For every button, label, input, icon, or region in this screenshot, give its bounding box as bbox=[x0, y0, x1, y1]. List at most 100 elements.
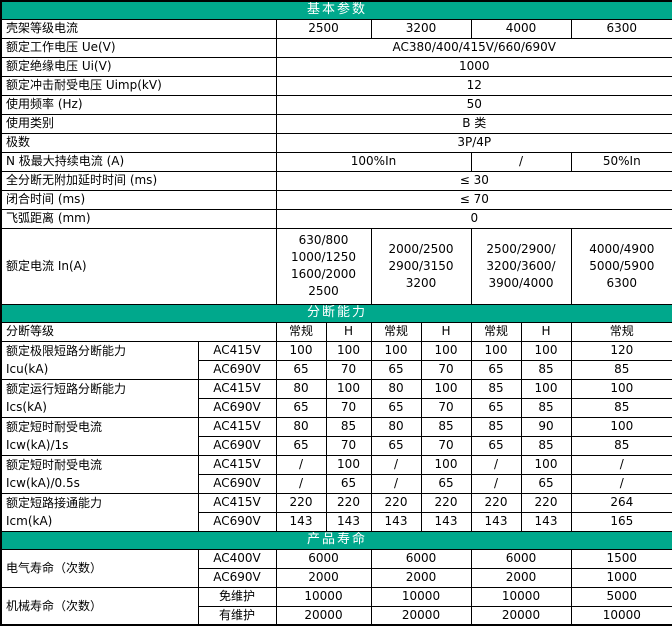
value-cell: 50%In bbox=[570, 151, 672, 172]
value-cell: 85 bbox=[520, 435, 572, 456]
cell-line: 1600/2000 bbox=[290, 267, 357, 281]
value-cell: 100 bbox=[420, 340, 472, 361]
value-cell: 100 bbox=[275, 340, 327, 361]
value-cell: 70 bbox=[325, 435, 372, 456]
param-label: 额定短路接通能力 Icm(kA) bbox=[0, 492, 199, 532]
table-row: 额定短时耐受电流 Icw(kA)/1s AC415V 80 85 80 85 85 90 100 bbox=[0, 416, 672, 456]
value-cell: 70 bbox=[420, 359, 472, 380]
value-cell: AC690V bbox=[197, 435, 277, 456]
param-label: 全分断无附加延时时间 (ms) bbox=[0, 170, 277, 191]
value-cell: 4000 bbox=[470, 18, 572, 39]
table-row: 有维护 20000 20000 20000 10000 bbox=[1, 605, 672, 626]
param-label: 额定短时耐受电流 Icw(kA)/0.5s bbox=[0, 454, 199, 494]
value-cell: 65 bbox=[325, 473, 372, 494]
value-cell: 90 bbox=[520, 416, 572, 437]
table-row: 额定冲击耐受电压 Uimp(kV) 12 bbox=[0, 75, 672, 96]
value-cell: 143 bbox=[275, 511, 327, 532]
value-cell: / bbox=[370, 473, 422, 494]
value-cell: 85 bbox=[570, 359, 672, 380]
table-row: 基本参数 bbox=[0, 0, 672, 20]
param-label: 使用类别 bbox=[0, 113, 277, 134]
value-cell: 65 bbox=[470, 359, 522, 380]
cell-line: Icw(kA)/1s bbox=[6, 438, 69, 452]
value-cell: 220 bbox=[420, 492, 472, 513]
value-cell: 220 bbox=[325, 492, 372, 513]
section-header: 基本参数 bbox=[0, 0, 672, 20]
value-cell: 2500 bbox=[275, 18, 372, 39]
value-cell: / bbox=[470, 473, 522, 494]
table-row: 额定工作电压 Ue(V) AC380/400/415V/660/690V bbox=[0, 37, 672, 58]
value-cell: 65 bbox=[470, 435, 522, 456]
value-cell: 1000 bbox=[570, 567, 672, 588]
value-cell: 100 bbox=[325, 378, 372, 399]
value-cell: 10000 bbox=[570, 605, 672, 626]
param-label: 壳架等级电流 bbox=[0, 18, 277, 39]
value-cell: 143 bbox=[520, 511, 572, 532]
value-cell: 85 bbox=[325, 416, 372, 437]
value-cell: 12 bbox=[275, 75, 672, 96]
cell-line: 6300 bbox=[606, 275, 638, 290]
value-cell: 80 bbox=[370, 378, 422, 399]
value-cell: 100 bbox=[520, 340, 572, 361]
cell-line: 5000/5900 bbox=[589, 258, 655, 273]
value-cell: 10000 bbox=[275, 586, 372, 607]
table-row: 分断等级 常规 H 常规 H 常规 H 常规 bbox=[0, 321, 672, 342]
param-label: 分断等级 bbox=[0, 321, 277, 342]
value-cell: / bbox=[470, 151, 572, 172]
value-cell: 100%In bbox=[275, 151, 472, 172]
value-cell: / bbox=[370, 454, 422, 475]
table-row: 产品寿命 bbox=[0, 530, 672, 550]
value-cell: 2000 bbox=[470, 567, 572, 588]
table-row: 分断能力 bbox=[0, 303, 672, 323]
value-cell: AC690V bbox=[197, 473, 277, 494]
table-row: AC690V 65 70 65 70 65 85 85 bbox=[1, 359, 672, 380]
cell-line: 额定短时耐受电流 bbox=[6, 458, 103, 472]
value-cell: 20000 bbox=[275, 605, 372, 626]
value-cell: H bbox=[420, 321, 472, 342]
cell-line: 630/800 bbox=[298, 233, 349, 247]
value-cell: 80 bbox=[370, 416, 422, 437]
value-cell: 65 bbox=[275, 359, 327, 380]
value-cell: H bbox=[325, 321, 372, 342]
value-cell: 3200 bbox=[370, 18, 472, 39]
value-cell: AC690V bbox=[197, 397, 277, 418]
cell-line: 1000/1250 bbox=[290, 250, 357, 264]
cell-line: 额定极限短路分断能力 bbox=[6, 344, 127, 358]
cell-line: 2000/2500 bbox=[388, 241, 454, 256]
table-row: 闭合时间 (ms) ≤ 70 bbox=[0, 189, 672, 210]
value-cell: 630/800 1000/1250 1600/2000 2500 bbox=[275, 227, 372, 305]
value-cell: AC415V bbox=[197, 378, 277, 399]
value-cell: 6000 bbox=[370, 548, 472, 569]
table-row: 额定电流 In(A) 630/800 1000/1250 1600/2000 2500 2… bbox=[0, 227, 672, 305]
value-cell: 143 bbox=[325, 511, 372, 532]
param-label: 使用频率 (Hz) bbox=[0, 94, 277, 115]
value-cell: AC400V bbox=[197, 548, 277, 569]
value-cell: AC415V bbox=[197, 492, 277, 513]
table-row: 极数 3P/4P bbox=[0, 132, 672, 153]
value-cell: 65 bbox=[370, 397, 422, 418]
value-cell: 100 bbox=[325, 340, 372, 361]
section-header: 产品寿命 bbox=[0, 530, 672, 550]
value-cell: 20000 bbox=[370, 605, 472, 626]
value-cell: 2000/2500 2900/3150 3200 bbox=[370, 227, 472, 305]
value-cell: 1500 bbox=[570, 548, 672, 569]
value-cell: 10000 bbox=[370, 586, 472, 607]
table-row: 使用频率 (Hz) 50 bbox=[0, 94, 672, 115]
value-cell: 143 bbox=[370, 511, 422, 532]
value-cell: AC415V bbox=[197, 340, 277, 361]
value-cell: 常规 bbox=[570, 321, 672, 342]
cell-line: 3900/4000 bbox=[488, 275, 554, 290]
value-cell: / bbox=[275, 473, 327, 494]
value-cell: 65 bbox=[520, 473, 572, 494]
cell-line: 3200 bbox=[405, 275, 437, 290]
value-cell: B 类 bbox=[275, 113, 672, 134]
value-cell: 6000 bbox=[470, 548, 572, 569]
cell-line: 额定运行短路分断能力 bbox=[6, 382, 127, 396]
value-cell: / bbox=[470, 454, 522, 475]
cell-line: 额定短时耐受电流 bbox=[6, 420, 103, 434]
value-cell: 85 bbox=[570, 397, 672, 418]
cell-line: Icm(kA) bbox=[6, 514, 53, 528]
value-cell: 143 bbox=[470, 511, 522, 532]
value-cell: 65 bbox=[275, 435, 327, 456]
